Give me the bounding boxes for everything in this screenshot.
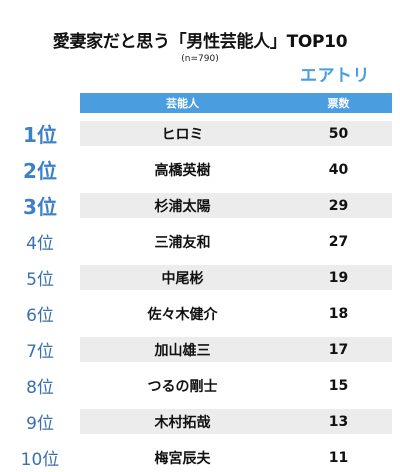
rank-label: 7位 [26,342,54,362]
celebrity-name: 加山雄三 [154,342,211,359]
vote-count: 17 [328,341,349,358]
celebrity-name: ヒロミ [161,126,204,143]
vote-count: 27 [328,233,349,250]
rank-label: 9位 [26,414,54,434]
celebrity-name: 中尾彬 [161,270,204,287]
vote-count: 40 [328,161,349,178]
table-row: 中尾彬 19 [80,265,392,290]
table-row: 杉浦太陽 29 [80,193,392,218]
brand-logo: エアトリ [300,66,370,86]
celebrity-name: 木村拓哉 [154,414,211,431]
vote-count: 13 [328,413,349,430]
vote-count: 19 [328,269,349,286]
table-row: 梅宮辰夫 11 [80,445,392,470]
celebrity-name: 高橋英樹 [154,162,211,179]
rank-label: 4位 [26,234,54,254]
table-row: 佐々木健介 18 [80,301,392,326]
table-row: 木村拓哉 13 [80,409,392,434]
header-votes: 票数 [327,97,350,110]
table-row: つるの剛士 15 [80,373,392,398]
table-row: ヒロミ 50 [80,121,392,146]
rank-label: 2位 [23,159,57,183]
header-name: 芸能人 [166,97,199,110]
rank-column: 1位 2位 3位 4位 5位 6位 7位 8位 9位 10位 [0,121,80,470]
vote-count: 50 [328,125,349,142]
celebrity-name: 杉浦太陽 [154,198,211,215]
vote-count: 18 [328,305,349,322]
celebrity-name: 三浦友和 [154,234,211,251]
celebrity-name: 佐々木健介 [147,306,218,323]
rank-label: 6位 [26,306,54,326]
rank-label: 5位 [26,270,54,290]
vote-count: 11 [328,449,349,466]
vote-count: 29 [328,197,349,214]
table-row: 三浦友和 27 [80,229,392,254]
celebrity-name: 梅宮辰夫 [154,450,211,467]
table-header: 芸能人 票数 [80,93,392,113]
rank-label: 3位 [23,195,57,219]
celebrity-name: つるの剛士 [147,378,218,395]
sample-size: (n=790) [181,54,219,64]
rank-label: 8位 [26,378,54,398]
table-row: 加山雄三 17 [80,337,392,362]
rank-label: 1位 [23,123,57,147]
table-row: 高橋英樹 40 [80,157,392,182]
vote-count: 15 [328,377,349,394]
chart-title: 愛妻家だと思う「男性芸能人」TOP10 [52,32,348,52]
ranking-table: 芸能人 票数 ヒロミ 50 高橋英樹 40 杉浦太陽 29 三浦友和 27 中尾彬 19 佐々木健介… [80,93,392,470]
table-body: ヒロミ 50 高橋英樹 40 杉浦太陽 29 三浦友和 27 中尾彬 19 佐々木健介 18 加山雄三 1… [80,121,392,470]
rank-label: 10位 [20,450,60,470]
